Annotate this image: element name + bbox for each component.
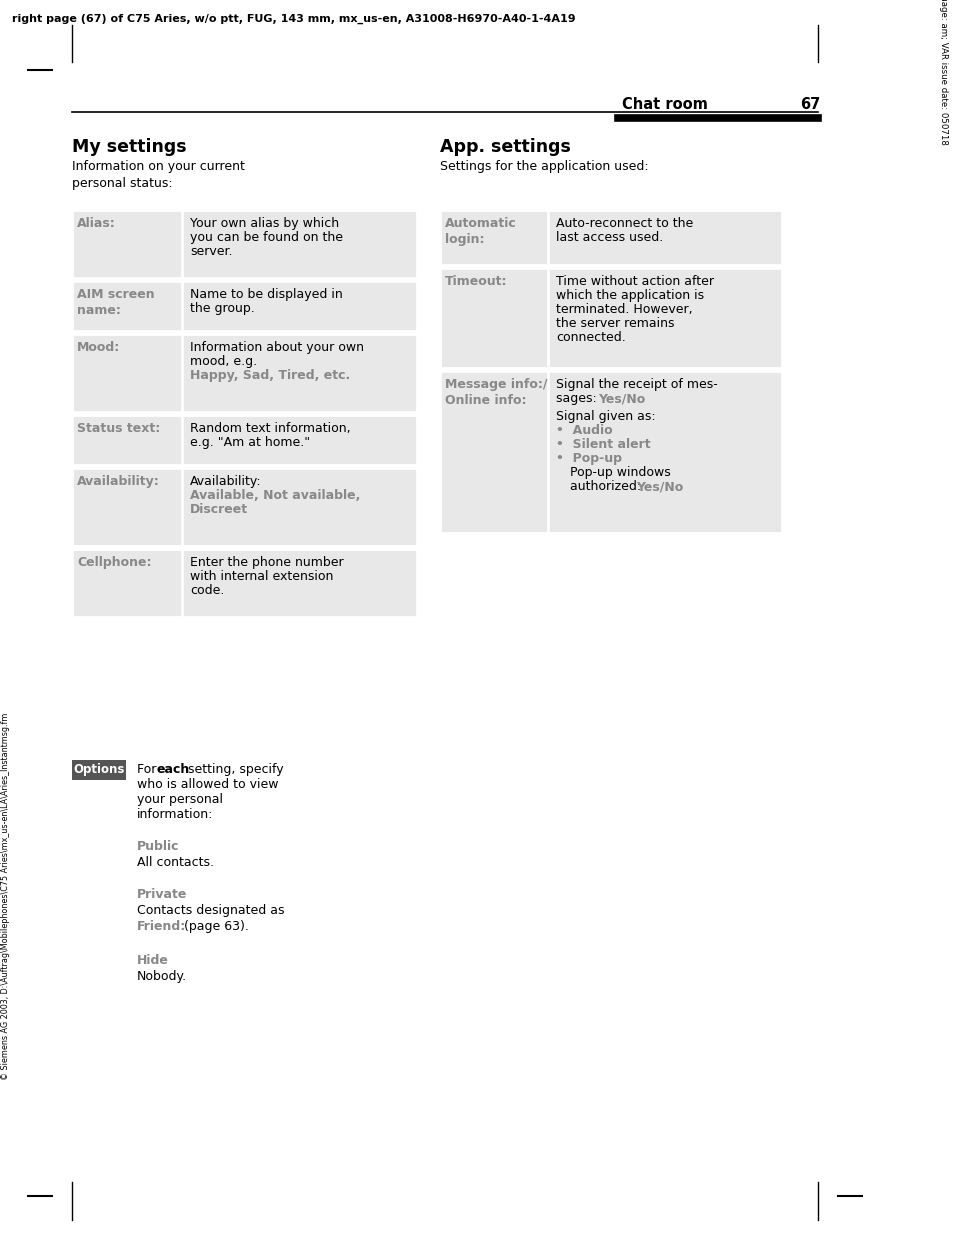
Text: Options: Options xyxy=(73,763,125,776)
Text: Your own alias by which: Your own alias by which xyxy=(190,217,338,231)
Text: sages:: sages: xyxy=(556,392,600,405)
Text: Status text:: Status text: xyxy=(77,422,160,435)
Text: the group.: the group. xyxy=(190,302,254,315)
Text: Yes/No: Yes/No xyxy=(598,392,644,405)
Text: Discreet: Discreet xyxy=(190,503,248,516)
Text: •  Silent alert: • Silent alert xyxy=(556,439,650,451)
Text: Contacts designated as: Contacts designated as xyxy=(137,905,284,917)
Text: Message info:/
Online info:: Message info:/ Online info: xyxy=(444,378,547,407)
Text: App. settings: App. settings xyxy=(439,138,570,156)
Text: © Siemens AG 2003, D:\Auftrag\Mobilephones\C75 Aries\mx_us-en\LA\Aries_Instantms: © Siemens AG 2003, D:\Auftrag\Mobilephon… xyxy=(1,713,10,1080)
Text: Pop-up windows: Pop-up windows xyxy=(569,466,670,478)
Text: Time without action after: Time without action after xyxy=(556,275,713,288)
Text: Cellphone:: Cellphone: xyxy=(77,556,152,569)
Text: information:: information: xyxy=(137,807,213,821)
Text: server.: server. xyxy=(190,245,233,258)
Text: you can be found on the: you can be found on the xyxy=(190,231,343,244)
Text: For: For xyxy=(137,763,160,776)
Text: Template: X75, 140X105, Version 2.2; VAR Language: am; VAR issue date: 050718: Template: X75, 140X105, Version 2.2; VAR… xyxy=(938,0,947,145)
Text: Information on your current
personal status:: Information on your current personal sta… xyxy=(71,159,245,189)
Text: •  Pop-up: • Pop-up xyxy=(556,452,621,465)
Bar xyxy=(439,268,781,368)
Text: Random text information,: Random text information, xyxy=(190,422,351,435)
Text: Alias:: Alias: xyxy=(77,217,115,231)
Text: who is allowed to view: who is allowed to view xyxy=(137,778,278,791)
Text: Automatic
login:: Automatic login: xyxy=(444,217,517,247)
Text: code.: code. xyxy=(190,584,224,597)
Text: Signal the receipt of mes-: Signal the receipt of mes- xyxy=(556,378,717,391)
Bar xyxy=(71,282,416,331)
Bar xyxy=(71,415,416,465)
Text: terminated. However,: terminated. However, xyxy=(556,303,692,316)
Text: Yes/No: Yes/No xyxy=(636,480,682,493)
Text: which the application is: which the application is xyxy=(556,289,703,302)
Bar xyxy=(71,760,126,780)
Text: Name to be displayed in: Name to be displayed in xyxy=(190,288,342,302)
Text: authorized:: authorized: xyxy=(569,480,644,493)
Text: e.g. "Am at home.": e.g. "Am at home." xyxy=(190,436,310,449)
Text: •  Audio: • Audio xyxy=(556,424,612,437)
Text: Nobody.: Nobody. xyxy=(137,969,187,983)
Text: Timeout:: Timeout: xyxy=(444,275,507,288)
Text: Mood:: Mood: xyxy=(77,341,120,354)
Text: Enter the phone number: Enter the phone number xyxy=(190,556,343,569)
Bar xyxy=(439,371,781,533)
Text: Available, Not available,: Available, Not available, xyxy=(190,488,360,502)
Text: right page (67) of C75 Aries, w/o ptt, FUG, 143 mm, mx_us-en, A31008-H6970-A40-1: right page (67) of C75 Aries, w/o ptt, F… xyxy=(12,14,575,24)
Text: Chat room: Chat room xyxy=(621,97,707,112)
Text: Hide: Hide xyxy=(137,954,169,967)
Text: AIM screen
name:: AIM screen name: xyxy=(77,288,154,318)
Text: Friend:: Friend: xyxy=(137,920,186,933)
Bar xyxy=(439,211,781,265)
Text: My settings: My settings xyxy=(71,138,187,156)
Text: Availability:: Availability: xyxy=(190,475,261,488)
Text: Signal given as:: Signal given as: xyxy=(556,410,655,422)
Text: 67: 67 xyxy=(800,97,820,112)
Text: Information about your own: Information about your own xyxy=(190,341,364,354)
Text: setting, specify: setting, specify xyxy=(184,763,283,776)
Text: All contacts.: All contacts. xyxy=(137,856,213,868)
Text: (page 63).: (page 63). xyxy=(180,920,249,933)
Text: mood, e.g.: mood, e.g. xyxy=(190,355,257,368)
Text: Auto-reconnect to the: Auto-reconnect to the xyxy=(556,217,693,231)
Text: Availability:: Availability: xyxy=(77,475,159,488)
Text: the server remains: the server remains xyxy=(556,316,674,330)
Text: Private: Private xyxy=(137,888,187,901)
Text: Settings for the application used:: Settings for the application used: xyxy=(439,159,648,173)
Text: each: each xyxy=(157,763,190,776)
Bar xyxy=(71,468,416,546)
Text: connected.: connected. xyxy=(556,331,625,344)
Text: with internal extension: with internal extension xyxy=(190,569,333,583)
Text: your personal: your personal xyxy=(137,792,223,806)
Text: last access used.: last access used. xyxy=(556,231,662,244)
Bar xyxy=(71,549,416,617)
Text: Happy, Sad, Tired, etc.: Happy, Sad, Tired, etc. xyxy=(190,369,350,383)
Bar xyxy=(71,211,416,278)
Text: Public: Public xyxy=(137,840,179,854)
Bar xyxy=(71,334,416,412)
